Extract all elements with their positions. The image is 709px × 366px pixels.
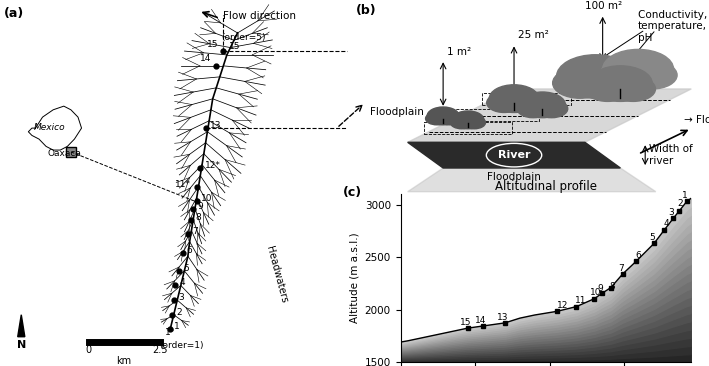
Text: 11: 11 xyxy=(575,296,587,305)
Circle shape xyxy=(486,93,522,112)
Text: 9: 9 xyxy=(197,202,203,210)
Text: Mexico: Mexico xyxy=(34,123,65,132)
Text: (order=1): (order=1) xyxy=(160,341,204,350)
Text: 15: 15 xyxy=(229,42,240,51)
Polygon shape xyxy=(18,315,25,337)
Text: River: River xyxy=(498,150,530,160)
Text: 1: 1 xyxy=(174,322,180,331)
Text: 13: 13 xyxy=(498,313,509,322)
Text: 5: 5 xyxy=(183,264,189,273)
Text: 25 m²: 25 m² xyxy=(518,30,548,40)
Text: km: km xyxy=(116,356,132,366)
Text: Conductivity, moisture,
temperature,
pH: Conductivity, moisture, temperature, pH xyxy=(638,10,709,43)
Text: 3: 3 xyxy=(178,293,184,302)
Text: Width of
river: Width of river xyxy=(649,144,693,166)
Circle shape xyxy=(584,68,639,98)
Text: 13: 13 xyxy=(210,121,221,130)
Text: 3: 3 xyxy=(669,208,674,217)
Circle shape xyxy=(610,76,655,101)
Circle shape xyxy=(535,100,568,118)
Text: 14: 14 xyxy=(199,55,211,63)
Text: 10: 10 xyxy=(590,288,602,297)
Circle shape xyxy=(599,61,649,89)
Text: 9: 9 xyxy=(597,284,603,292)
Circle shape xyxy=(519,92,566,118)
Text: 8: 8 xyxy=(196,213,201,221)
Text: Oaxaca: Oaxaca xyxy=(48,149,82,157)
Text: 12: 12 xyxy=(557,301,568,310)
Text: 4: 4 xyxy=(180,279,185,287)
Circle shape xyxy=(489,85,539,112)
Text: → Flow: → Flow xyxy=(684,115,709,124)
Text: Flow direction: Flow direction xyxy=(223,11,296,22)
Y-axis label: Altitude (m a.s.l.): Altitude (m a.s.l.) xyxy=(349,233,359,324)
Text: N: N xyxy=(16,340,26,350)
Circle shape xyxy=(517,100,549,118)
Text: 8: 8 xyxy=(610,282,615,291)
Circle shape xyxy=(553,68,607,98)
Text: 7: 7 xyxy=(192,227,198,236)
Text: Floodplain: Floodplain xyxy=(370,107,424,117)
Text: (order=5): (order=5) xyxy=(222,33,266,41)
Circle shape xyxy=(557,55,635,98)
Text: 15: 15 xyxy=(460,318,471,327)
Text: 100 m²: 100 m² xyxy=(585,1,622,11)
Text: 2: 2 xyxy=(176,308,182,317)
Text: Headwaters: Headwaters xyxy=(264,245,289,304)
Circle shape xyxy=(463,116,486,129)
Circle shape xyxy=(586,76,630,101)
Text: 2: 2 xyxy=(677,199,683,208)
Text: 4: 4 xyxy=(663,219,669,228)
Text: (a): (a) xyxy=(4,7,24,20)
Text: 6: 6 xyxy=(635,251,641,260)
Circle shape xyxy=(506,93,542,112)
Circle shape xyxy=(425,112,448,125)
Circle shape xyxy=(452,111,484,129)
Text: (c): (c) xyxy=(342,186,362,199)
Text: 10: 10 xyxy=(201,194,213,203)
Circle shape xyxy=(588,66,652,101)
Title: Altitudinal profile: Altitudinal profile xyxy=(495,180,597,193)
Text: 0: 0 xyxy=(86,345,91,355)
Text: 1 m²: 1 m² xyxy=(447,47,471,57)
Circle shape xyxy=(603,49,674,89)
Circle shape xyxy=(438,112,461,125)
Text: 6: 6 xyxy=(187,246,193,254)
Polygon shape xyxy=(408,89,691,142)
Text: 5: 5 xyxy=(649,234,655,242)
Polygon shape xyxy=(408,142,620,168)
Text: 1*: 1* xyxy=(165,328,175,337)
Polygon shape xyxy=(408,168,656,192)
Text: 15: 15 xyxy=(206,40,218,49)
Circle shape xyxy=(627,61,677,89)
Text: 11*: 11* xyxy=(175,180,191,188)
Text: 1: 1 xyxy=(682,191,688,200)
Text: 12*: 12* xyxy=(205,161,220,170)
Text: Floodplain: Floodplain xyxy=(487,172,541,182)
Text: 7: 7 xyxy=(618,264,624,273)
Text: 2.5: 2.5 xyxy=(152,345,167,355)
Circle shape xyxy=(450,116,473,129)
Text: 14: 14 xyxy=(475,316,486,325)
Text: (b): (b) xyxy=(356,4,377,17)
Circle shape xyxy=(427,107,459,125)
